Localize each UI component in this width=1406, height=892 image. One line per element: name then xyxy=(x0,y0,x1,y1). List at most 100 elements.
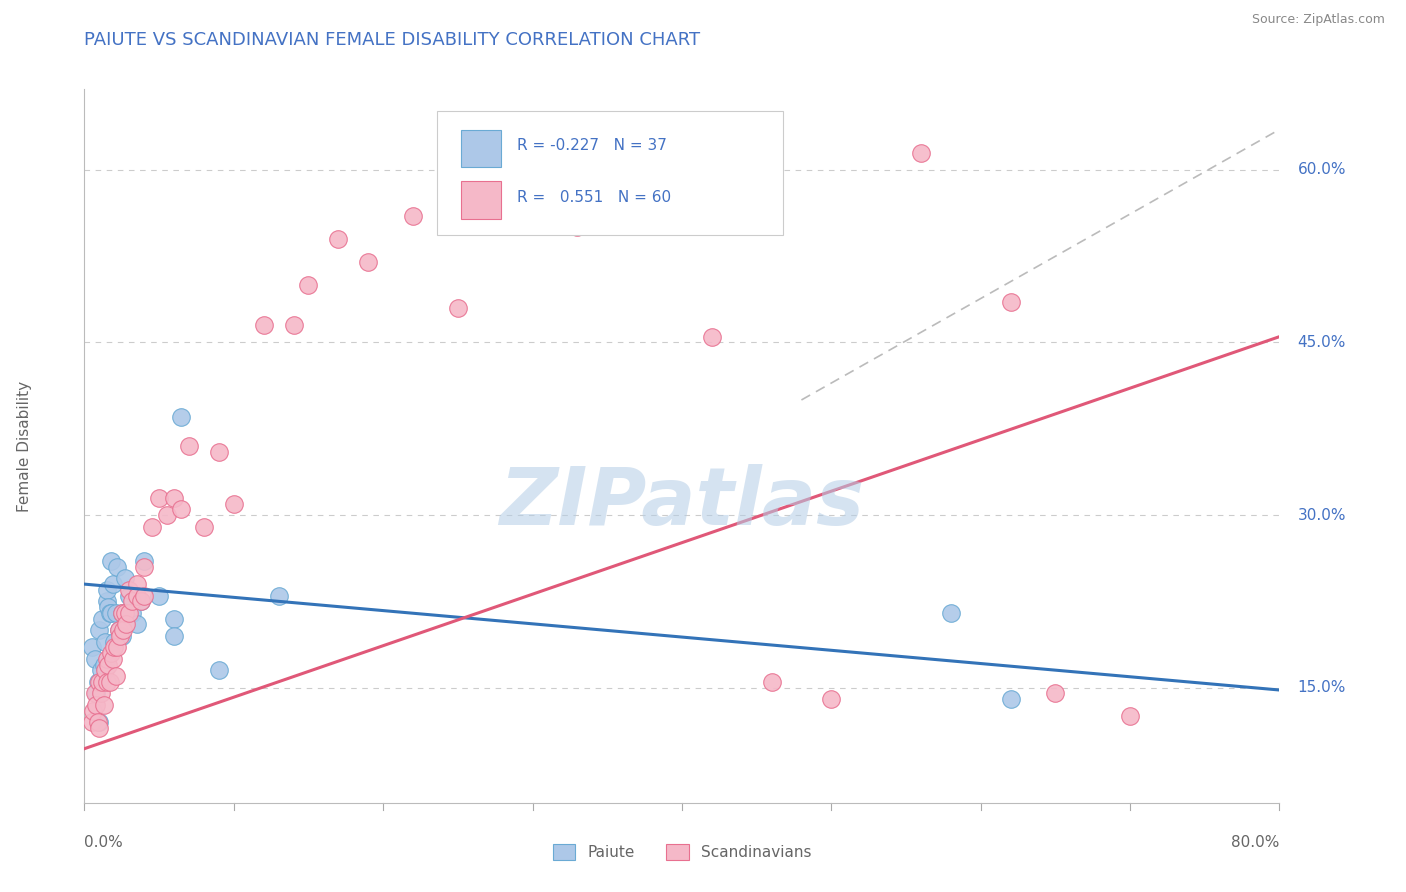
Point xyxy=(100,554,122,568)
Point xyxy=(177,439,200,453)
Text: 0.0%: 0.0% xyxy=(84,835,124,850)
Text: R =   0.551   N = 60: R = 0.551 N = 60 xyxy=(517,190,671,204)
Point xyxy=(193,519,215,533)
Point xyxy=(129,594,152,608)
Point xyxy=(89,623,111,637)
Text: Source: ZipAtlas.com: Source: ZipAtlas.com xyxy=(1251,13,1385,27)
Point xyxy=(112,623,135,637)
Point xyxy=(170,410,193,425)
Point xyxy=(97,600,120,615)
Point xyxy=(163,612,186,626)
Point xyxy=(103,640,125,655)
Point xyxy=(104,606,127,620)
Point xyxy=(132,554,156,568)
Point xyxy=(141,519,163,533)
Point xyxy=(110,629,132,643)
Point xyxy=(83,686,105,700)
Text: Female Disability: Female Disability xyxy=(17,380,32,512)
Point xyxy=(115,617,138,632)
Point xyxy=(328,232,350,246)
Point xyxy=(939,606,962,620)
Point xyxy=(89,675,111,690)
Point xyxy=(163,629,186,643)
Text: ZIPatlas: ZIPatlas xyxy=(499,464,865,542)
Point xyxy=(208,664,231,678)
Point xyxy=(820,692,842,706)
Point xyxy=(118,606,141,620)
Point xyxy=(101,652,124,666)
Point xyxy=(118,589,141,603)
Point xyxy=(1045,686,1067,700)
Point xyxy=(94,664,117,678)
Point xyxy=(132,559,156,574)
Point xyxy=(96,594,118,608)
Point xyxy=(125,617,148,632)
Point xyxy=(86,698,108,712)
Point xyxy=(114,571,136,585)
Point xyxy=(125,577,148,591)
FancyBboxPatch shape xyxy=(461,181,502,219)
Point xyxy=(208,444,231,458)
Point xyxy=(111,606,134,620)
Point xyxy=(567,220,589,235)
Point xyxy=(253,318,276,333)
Point xyxy=(103,634,125,648)
Point xyxy=(98,606,121,620)
Point xyxy=(222,497,245,511)
Point xyxy=(91,612,114,626)
Point xyxy=(93,657,115,672)
Point xyxy=(105,559,128,574)
Text: 15.0%: 15.0% xyxy=(1298,681,1346,695)
Point xyxy=(105,640,128,655)
Point xyxy=(283,318,305,333)
Point xyxy=(90,686,112,700)
Point xyxy=(121,594,143,608)
Point xyxy=(89,715,111,730)
Point xyxy=(104,669,127,683)
Point xyxy=(80,640,103,655)
Point xyxy=(170,502,193,516)
Text: PAIUTE VS SCANDINAVIAN FEMALE DISABILITY CORRELATION CHART: PAIUTE VS SCANDINAVIAN FEMALE DISABILITY… xyxy=(84,31,700,49)
Point xyxy=(100,646,122,660)
Point xyxy=(163,491,186,505)
Point xyxy=(148,589,170,603)
Text: 45.0%: 45.0% xyxy=(1298,334,1346,350)
Legend: Paiute, Scandinavians: Paiute, Scandinavians xyxy=(547,838,817,866)
Point xyxy=(267,589,290,603)
Point xyxy=(641,209,664,223)
Text: R = -0.227   N = 37: R = -0.227 N = 37 xyxy=(517,138,666,153)
Point xyxy=(89,721,111,735)
Point xyxy=(93,698,115,712)
Point xyxy=(357,255,380,269)
Point xyxy=(83,652,105,666)
FancyBboxPatch shape xyxy=(461,129,502,167)
Point xyxy=(91,675,114,690)
Point xyxy=(402,209,425,223)
Point xyxy=(96,582,118,597)
Point xyxy=(86,686,108,700)
Point xyxy=(87,675,110,690)
Point xyxy=(492,169,515,183)
Point xyxy=(129,594,152,608)
Point xyxy=(97,657,120,672)
FancyBboxPatch shape xyxy=(437,111,783,235)
Point xyxy=(111,629,134,643)
Point xyxy=(700,329,723,343)
Point xyxy=(96,675,118,690)
Point xyxy=(87,715,110,730)
Point xyxy=(90,664,112,678)
Point xyxy=(1119,709,1142,723)
Point xyxy=(82,704,104,718)
Point xyxy=(107,623,129,637)
Point xyxy=(98,675,121,690)
Point xyxy=(121,606,143,620)
Point xyxy=(125,589,148,603)
Point xyxy=(101,577,124,591)
Point xyxy=(107,623,129,637)
Point xyxy=(761,675,783,690)
Point xyxy=(111,606,134,620)
Point xyxy=(80,715,103,730)
Text: 30.0%: 30.0% xyxy=(1298,508,1346,523)
Text: 80.0%: 80.0% xyxy=(1232,835,1279,850)
Point xyxy=(118,582,141,597)
